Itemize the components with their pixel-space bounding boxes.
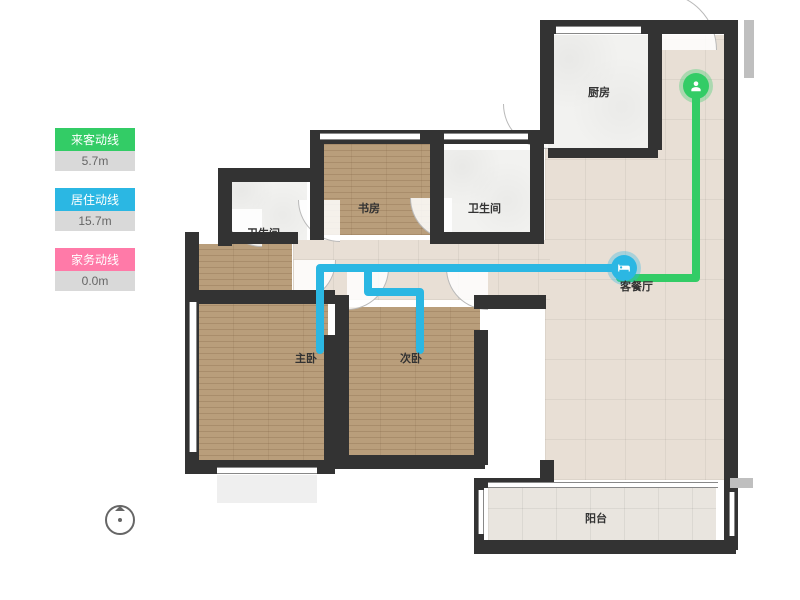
- wall: [530, 140, 544, 240]
- floor-balcony-left: [217, 475, 317, 503]
- window: [556, 26, 641, 34]
- legend-label: 居住动线: [55, 188, 135, 211]
- label-bath1: 卫生间: [247, 225, 280, 241]
- floor-bath2: [444, 150, 534, 235]
- window: [217, 467, 317, 474]
- floor-second-bed: [345, 307, 480, 462]
- legend-value: 5.7m: [55, 151, 135, 171]
- wall: [540, 20, 554, 140]
- legend-value: 15.7m: [55, 211, 135, 231]
- legend-value: 0.0m: [55, 271, 135, 291]
- wall: [218, 168, 318, 182]
- legend-label: 来客动线: [55, 128, 135, 151]
- wall: [335, 455, 485, 469]
- wall: [744, 20, 754, 78]
- compass-icon: [105, 505, 135, 535]
- wall: [648, 20, 662, 150]
- window: [444, 133, 528, 140]
- label-kitchen: 厨房: [588, 84, 610, 100]
- wall: [730, 478, 753, 488]
- window: [189, 302, 197, 452]
- label-study: 书房: [358, 200, 380, 216]
- marker-entry: [683, 73, 709, 99]
- window: [478, 490, 484, 534]
- wall: [430, 140, 444, 240]
- wall: [532, 295, 546, 309]
- label-living: 客餐厅: [620, 278, 653, 294]
- legend-item: 居住动线15.7m: [55, 188, 135, 231]
- wall: [474, 330, 488, 465]
- floor-master-bed: [198, 300, 328, 462]
- legend-item: 家务动线0.0m: [55, 248, 135, 291]
- label-second: 次卧: [400, 350, 422, 366]
- legend-label: 家务动线: [55, 248, 135, 271]
- wall: [185, 290, 335, 304]
- wall: [548, 148, 658, 158]
- window: [729, 492, 735, 536]
- wall: [724, 20, 738, 486]
- label-bath2: 卫生间: [468, 200, 501, 216]
- window: [488, 482, 718, 488]
- window: [320, 133, 420, 140]
- wall: [430, 232, 544, 244]
- label-master: 主卧: [295, 350, 317, 366]
- label-balcony: 阳台: [585, 510, 607, 526]
- wall: [335, 295, 349, 467]
- wall: [310, 130, 324, 240]
- wall: [474, 540, 736, 554]
- legend-item: 来客动线5.7m: [55, 128, 135, 171]
